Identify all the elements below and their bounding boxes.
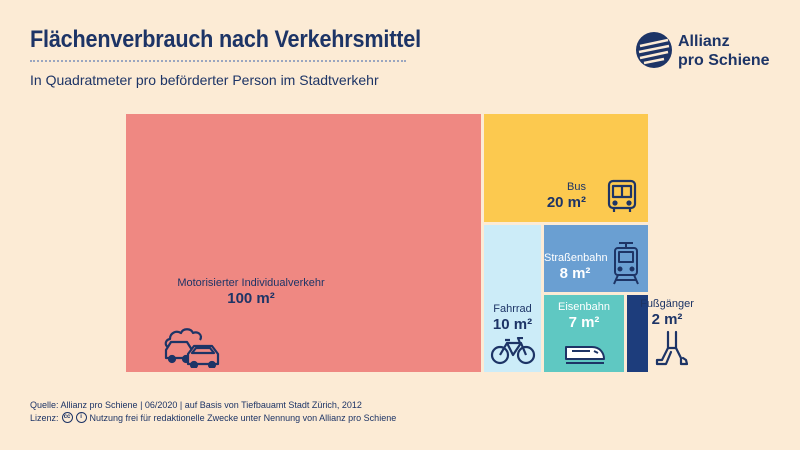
logo-text-line2: pro Schiene [678, 52, 770, 69]
tile-fussgaenger [627, 295, 648, 372]
tile-label: Eisenbahn [558, 301, 610, 313]
license-note: Lizenz: cc i Nutzung frei für redaktione… [30, 412, 396, 423]
attribution-icon: i [75, 412, 87, 423]
tile-fahrrad: Fahrrad 10 m² [484, 225, 541, 372]
tile-label: Straßenbahn [544, 252, 608, 264]
tile-strassenbahn: Straßenbahn 8 m² [544, 225, 648, 292]
bicycle-icon [490, 337, 536, 365]
tile-label-fussgaenger: Fußgänger [640, 298, 694, 310]
source-note: Quelle: Allianz pro Schiene | 06/2020 | … [30, 400, 362, 410]
tile-value: 10 m² [492, 316, 533, 333]
chart-title: Flächenverbrauch nach Verkehrsmittel [30, 26, 421, 53]
tile-label: Motorisierter Individualverkehr [177, 277, 325, 289]
title-divider [30, 60, 406, 62]
tile-label: Bus [567, 181, 586, 193]
tile-label: Fahrrad [493, 303, 532, 315]
tile-value: 7 m² [568, 314, 600, 331]
license-text: Nutzung frei für redaktionelle Zwecke un… [89, 412, 397, 423]
cc-icon: cc [61, 412, 73, 423]
car-icon [164, 328, 220, 368]
chart-subtitle: In Quadratmeter pro beförderter Person i… [30, 72, 379, 88]
brand-logo: Allianz pro Schiene [634, 30, 774, 76]
logo-text-line1: Allianz [678, 33, 730, 50]
tile-bus: Bus 20 m² [484, 114, 648, 222]
tile-value: 20 m² [546, 194, 586, 211]
license-label: Lizenz: [30, 412, 59, 423]
train-icon [565, 346, 605, 364]
bus-icon [607, 179, 637, 212]
tile-value-fussgaenger: 2 m² [651, 311, 683, 328]
tram-icon [613, 242, 639, 285]
tile-value: 100 m² [227, 290, 275, 307]
tile-value: 8 m² [559, 265, 591, 282]
tile-motorisierter-individualverkehr: Motorisierter Individualverkehr 100 m² [126, 114, 481, 372]
logo-icon [636, 32, 672, 68]
pedestrian-icon [655, 330, 688, 366]
tile-eisenbahn: Eisenbahn 7 m² [544, 295, 624, 372]
